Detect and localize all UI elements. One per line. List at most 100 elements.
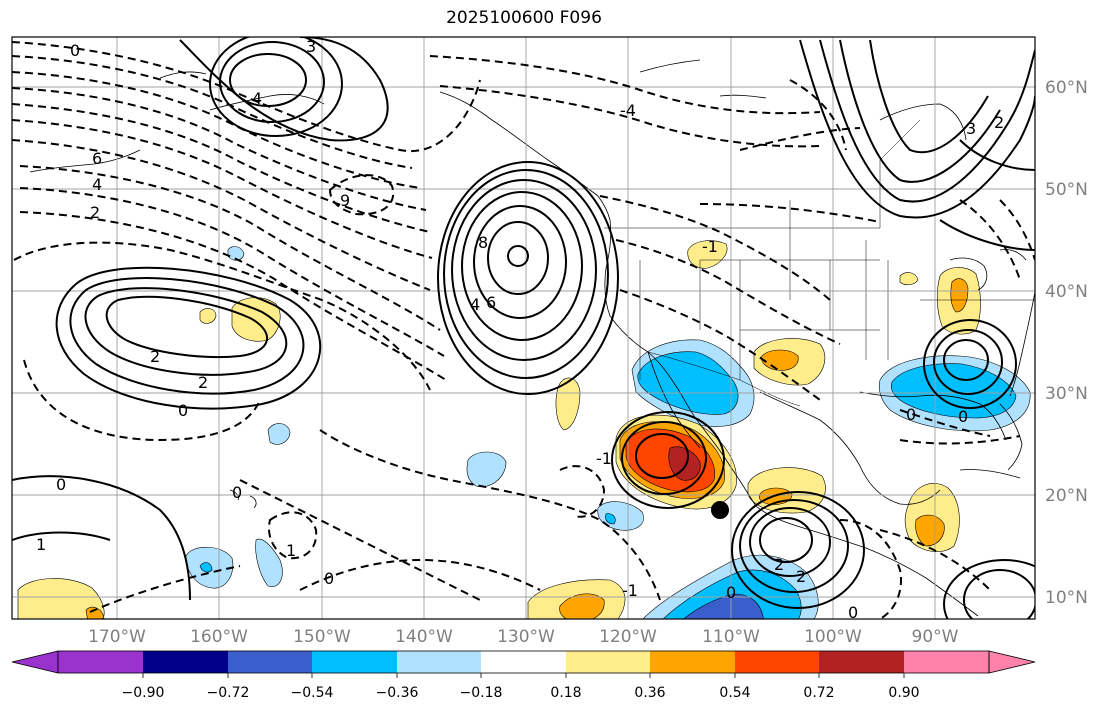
contour-label: 0 xyxy=(958,407,968,426)
contour-label: -1 xyxy=(596,449,612,468)
contour-label: 4 xyxy=(470,295,480,314)
lat-label: 10°N xyxy=(1045,588,1088,608)
high-pressure-contour xyxy=(451,179,597,361)
longitude-labels: 170°W 160°W 150°W 140°W 130°W 120°W 110°… xyxy=(88,627,959,647)
negative-anomaly-patch xyxy=(466,451,507,488)
negative-anomaly-patch xyxy=(199,562,213,573)
colorbar-tick-label: 0.36 xyxy=(634,685,665,701)
contour-label: 4 xyxy=(92,175,102,194)
high-pressure-contour xyxy=(229,53,307,107)
high-pressure-contour xyxy=(443,169,609,379)
lon-label: 110°W xyxy=(702,627,760,647)
colorbar-tick-label: 0.54 xyxy=(719,685,750,701)
contour-label: 6 xyxy=(92,149,102,168)
colorbar-bin xyxy=(904,651,989,673)
contour-label: 1 xyxy=(36,535,46,554)
contour-label: 0 xyxy=(848,603,858,622)
colorbar-ticks xyxy=(142,673,905,678)
high-pressure-contour xyxy=(507,245,529,267)
negative-contours xyxy=(12,41,1035,619)
colorbar-extend-high xyxy=(988,650,1036,674)
lon-label: 160°W xyxy=(190,627,248,647)
colorbar-bin xyxy=(143,651,228,673)
high-pressure-contour xyxy=(219,41,325,123)
contour-label: 3 xyxy=(306,37,316,56)
contour-label: 0 xyxy=(178,401,188,420)
colorbar-bin xyxy=(650,651,735,673)
colorbar-bin xyxy=(312,651,397,673)
positive-anomaly-patch xyxy=(555,377,581,431)
positive-anomaly-patch xyxy=(687,240,728,269)
colorbar: −0.90 −0.72 −0.54 −0.36 −0.18 0.18 0.36 … xyxy=(11,650,1036,701)
contour-label: 2 xyxy=(994,113,1004,132)
contour-label: 0 xyxy=(232,483,242,502)
contour-label: 2 xyxy=(150,347,160,366)
colorbar-tick-label: −0.72 xyxy=(207,685,250,701)
contour-label: 1 xyxy=(286,541,296,560)
contour-label: 0 xyxy=(324,569,334,588)
lat-label: 60°N xyxy=(1045,78,1088,98)
colorbar-tick-label: −0.54 xyxy=(291,685,334,701)
negative-anomaly-patch xyxy=(605,513,616,525)
lat-label: 40°N xyxy=(1045,282,1088,302)
colorbar-tick-label: 0.18 xyxy=(550,685,581,701)
positive-anomaly-patch xyxy=(915,514,945,547)
map-frame xyxy=(11,36,1036,620)
contour-label: 0 xyxy=(56,475,66,494)
contour-labels: 0 3 4 6 4 2 -4 9 8 6 4 2 2 0 0 1 0 1 0 -… xyxy=(36,37,1004,622)
colorbar-extend-low xyxy=(11,650,59,674)
contour-label: 0 xyxy=(906,405,916,424)
colorbar-tick-label: −0.36 xyxy=(376,685,419,701)
lon-label: 120°W xyxy=(599,627,657,647)
low-pressure-contour xyxy=(739,499,849,593)
lat-label: 50°N xyxy=(1045,180,1088,200)
contour-label: 2 xyxy=(90,203,100,222)
positive-anomaly-patch xyxy=(950,278,969,313)
low-pressure-contour xyxy=(749,507,831,577)
positive-anomaly-patch xyxy=(899,272,919,286)
colorbar-bin xyxy=(58,651,143,673)
lon-label: 100°W xyxy=(804,627,862,647)
low-pressure-contour xyxy=(759,517,813,563)
colorbar-tick-label: −0.18 xyxy=(460,685,503,701)
lon-label: 150°W xyxy=(293,627,351,647)
colorbar-tick-label: 0.72 xyxy=(803,685,834,701)
colorbar-bin xyxy=(481,651,566,673)
storm-center-marker xyxy=(711,501,729,519)
positive-anomaly-patch xyxy=(559,593,605,619)
map-background xyxy=(12,37,1035,619)
lat-label: 20°N xyxy=(1045,486,1088,506)
positive-anomaly-patch xyxy=(85,606,105,619)
lat-label: 30°N xyxy=(1045,384,1088,404)
positive-anomaly-patch xyxy=(199,308,217,324)
contour-label: 3 xyxy=(966,119,976,138)
lon-label: 90°W xyxy=(912,627,959,647)
low-pressure-contour xyxy=(731,491,865,609)
high-pressure-contour xyxy=(487,221,549,295)
latitude-labels: 60°N 50°N 40°N 30°N 20°N 10°N xyxy=(1045,78,1088,608)
negative-anomaly-patch xyxy=(267,423,291,445)
contour-label: -4 xyxy=(620,101,636,120)
positive-contours xyxy=(12,37,1035,619)
colorbar-frame xyxy=(57,650,990,674)
contour-label: 8 xyxy=(478,233,488,252)
high-pressure-contour xyxy=(437,161,619,395)
high-pressure-contour xyxy=(209,37,343,137)
contour-label: 2 xyxy=(796,567,806,586)
contour-label: 9 xyxy=(340,191,350,210)
contour-label: 6 xyxy=(486,293,496,312)
high-pressure-contour xyxy=(461,191,583,341)
contour-label: 4 xyxy=(252,89,262,108)
lon-label: 170°W xyxy=(88,627,146,647)
positive-anomaly-patch xyxy=(17,578,105,619)
lon-label: 130°W xyxy=(497,627,555,647)
colorbar-bin xyxy=(819,651,904,673)
political-borders xyxy=(604,119,1035,407)
negative-anomaly-patch xyxy=(227,246,245,261)
negative-anomaly-patch xyxy=(683,593,764,619)
high-pressure-contour xyxy=(473,205,567,319)
colorbar-bin xyxy=(397,651,481,673)
colorbar-bin xyxy=(228,651,312,673)
map-title: 2025100600 F096 xyxy=(446,8,602,28)
